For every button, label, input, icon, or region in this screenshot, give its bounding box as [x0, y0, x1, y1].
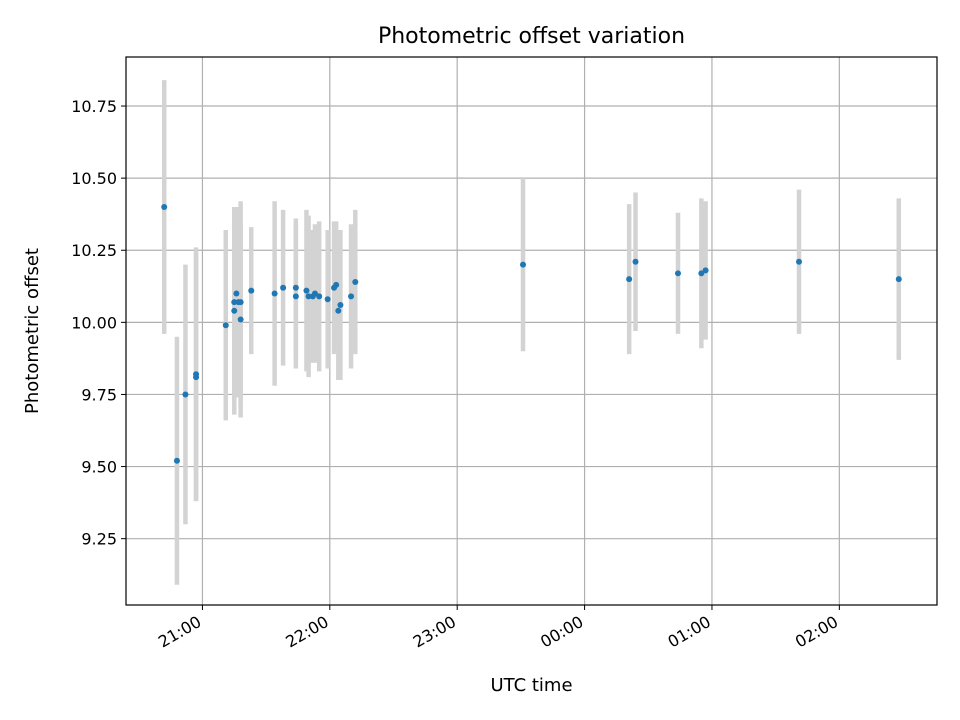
x-axis-label: UTC time — [490, 675, 572, 696]
x-tick-label: 01:00 — [665, 612, 714, 652]
data-point — [292, 293, 299, 300]
data-point — [237, 316, 244, 323]
data-point — [316, 293, 323, 300]
data-point — [233, 290, 240, 297]
data-point — [237, 299, 244, 306]
data-point — [626, 276, 633, 283]
y-axis-label: Photometric offset — [22, 248, 43, 414]
data-point — [161, 203, 168, 210]
data-points — [161, 203, 902, 464]
data-point — [193, 374, 200, 381]
data-point — [333, 281, 340, 288]
error-bars — [161, 80, 902, 585]
data-point — [698, 270, 705, 277]
data-point — [292, 284, 299, 291]
plot-frame — [125, 56, 938, 606]
y-tick-label: 10.75 — [71, 97, 117, 116]
x-tick-label: 21:00 — [155, 612, 204, 652]
data-point — [173, 457, 180, 464]
data-point — [231, 307, 238, 314]
data-point — [352, 278, 359, 285]
data-point — [335, 307, 342, 314]
data-point — [674, 270, 681, 277]
data-point — [324, 296, 331, 303]
x-tick-label: 23:00 — [410, 612, 459, 652]
data-point — [520, 261, 527, 268]
data-point — [280, 284, 287, 291]
x-tick-label: 00:00 — [537, 612, 586, 652]
y-tick-label: 10.00 — [71, 313, 117, 332]
data-point — [895, 276, 902, 283]
y-tick-label: 10.50 — [71, 169, 117, 188]
data-point — [248, 287, 255, 294]
x-axis: 21:00 22:00 23:00 00:00 01:00 02:00 — [155, 605, 841, 652]
y-tick-label: 10.25 — [71, 241, 117, 260]
data-point — [796, 258, 803, 265]
data-point — [702, 267, 709, 274]
data-point — [337, 302, 344, 309]
data-point — [231, 299, 238, 306]
y-axis: 9.25 9.50 9.75 10.00 10.25 10.50 10.75 — [71, 97, 126, 549]
x-tick-label: 22:00 — [282, 612, 331, 652]
x-tick-label: 02:00 — [792, 612, 841, 652]
data-point — [303, 287, 310, 294]
data-point — [311, 290, 318, 297]
y-tick-label: 9.50 — [81, 458, 117, 477]
y-tick-label: 9.25 — [81, 530, 117, 549]
data-point — [222, 322, 229, 329]
chart-title: Photometric offset variation — [378, 24, 685, 49]
y-tick-label: 9.75 — [81, 385, 117, 404]
data-point — [348, 293, 355, 300]
data-point — [271, 290, 278, 297]
data-point — [305, 293, 312, 300]
data-point — [632, 258, 639, 265]
data-point — [182, 391, 189, 398]
grid — [126, 57, 937, 605]
